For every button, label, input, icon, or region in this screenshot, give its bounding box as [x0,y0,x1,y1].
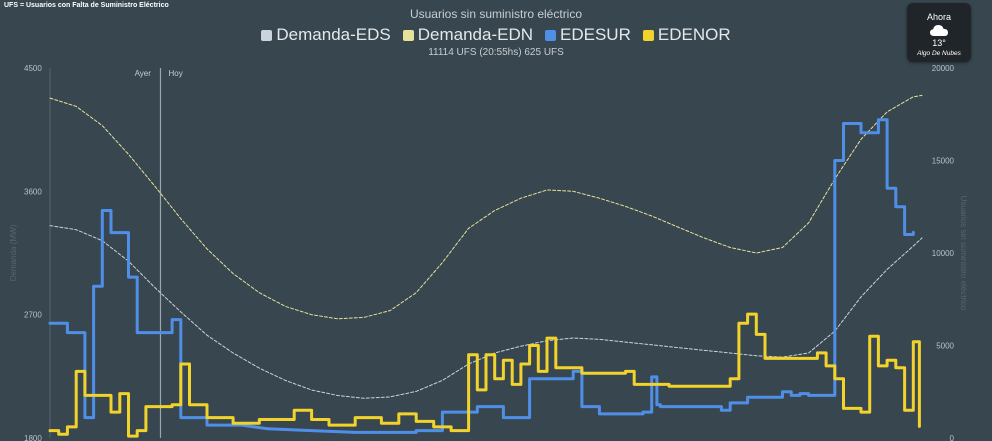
y-tick-label: 3600 [24,187,42,196]
right-axis: 20000 15000 10000 5000 0 [932,64,955,441]
weather-widget[interactable]: Ahora 13° Algo De Nubes [907,3,971,62]
y-tick-label: 4500 [24,64,42,73]
y-axis-title: Demanda (MW) [9,224,18,281]
legend-swatch [261,29,273,41]
series-line-edesur [48,118,915,434]
legend-swatch [545,29,556,41]
legend-label: EDESUR [560,25,631,44]
legend-item-edenor[interactable]: EDENOR [642,25,731,45]
weather-temperature: 13° [932,38,946,48]
series-line-edenor [48,312,921,438]
y2-tick-label: 20000 [932,64,955,73]
legend-label: EDENOR [657,25,731,44]
weather-description: Algo De Nubes [917,50,961,57]
series-line-demanda-eds [49,225,923,399]
footnote: UFS = Usuarios con Falta de Suministro E… [4,2,169,9]
legend-swatch [642,29,654,41]
legend-item-edesur[interactable]: EDESUR [545,25,631,45]
y2-tick-label: 5000 [936,342,954,351]
series-layer [48,94,923,438]
legend: Demanda-EDS Demanda-EDN EDESUR EDENOR [0,25,992,45]
cloud-icon [930,25,948,36]
y-tick-label: 1800 [24,434,42,441]
y2-tick-label: 0 [950,434,955,441]
marker-label-ayer: Ayer [135,69,152,78]
y2-tick-label: 10000 [932,249,955,258]
left-axis: 4500 3600 2700 1800 [24,64,51,441]
legend-item-demanda-edn[interactable]: Demanda-EDN [402,25,533,45]
chart-title: Usuarios sin suministro eléctrico [409,7,583,21]
y-tick-label: 2700 [24,311,42,320]
weather-label: Ahora [926,12,952,22]
day-markers: Ayer Hoy [135,68,183,438]
legend-label: Demanda-EDS [276,25,391,44]
y2-axis-title: Usuarios sin suministro eléctrico [959,196,968,311]
y2-tick-label: 15000 [932,157,955,166]
legend-swatch [402,29,414,41]
chart-subtitle: 11114 UFS (20:55hs) 625 UFS [428,47,564,58]
series-line-demanda-edn [49,94,923,320]
legend-label: Demanda-EDN [417,25,533,44]
legend-item-demanda-eds[interactable]: Demanda-EDS [261,25,391,45]
marker-label-hoy: Hoy [168,69,182,78]
